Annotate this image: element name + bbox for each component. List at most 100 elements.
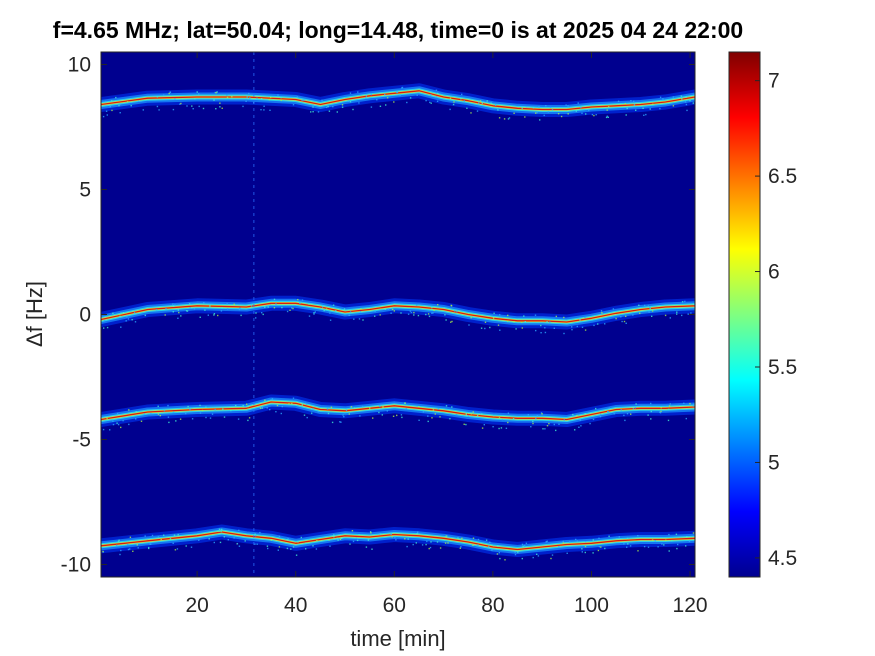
trace-speckle [150, 412, 152, 415]
trace-speckle [199, 316, 201, 318]
trace-speckle [116, 412, 119, 415]
trace-speckle [269, 304, 272, 306]
trace-speckle [270, 96, 272, 99]
trace-speckle [337, 539, 339, 541]
trace-speckle [226, 303, 228, 305]
trace-speckle [439, 547, 442, 549]
trace-speckle [157, 413, 160, 415]
trace-speckle [676, 313, 678, 315]
trace-speckle [433, 309, 435, 312]
trace-speckle [581, 548, 583, 550]
trace-speckle [598, 546, 601, 548]
trace-speckle [158, 109, 160, 111]
trace-speckle [369, 407, 371, 409]
trace-speckle [246, 96, 248, 98]
trace-speckle [155, 309, 158, 311]
trace-speckle [584, 329, 587, 331]
trace-speckle [427, 420, 429, 423]
trace-speckle [659, 96, 662, 98]
trace-speckle [600, 310, 603, 312]
trace-speckle [503, 118, 506, 120]
trace-speckle [625, 315, 627, 317]
trace-speckle [380, 408, 382, 410]
trace-speckle [576, 414, 578, 417]
trace-speckle [168, 421, 170, 424]
trace-speckle [125, 315, 127, 318]
trace-speckle [555, 429, 557, 432]
trace-speckle [350, 406, 353, 408]
trace-speckle [597, 323, 599, 325]
trace-speckle [693, 403, 695, 405]
trace-speckle [400, 312, 402, 314]
trace-speckle [117, 423, 120, 426]
trace-speckle [336, 537, 338, 539]
trace-speckle [444, 542, 447, 544]
trace-speckle [481, 413, 483, 415]
trace-speckle [581, 326, 584, 328]
trace-speckle [692, 532, 695, 534]
trace-speckle [192, 108, 194, 110]
trace-speckle [668, 533, 670, 536]
trace-speckle [333, 534, 335, 536]
trace-speckle [255, 535, 257, 537]
trace-speckle [635, 109, 637, 111]
trace-speckle [177, 317, 179, 319]
trace-speckle [407, 313, 410, 315]
trace-speckle [105, 110, 108, 112]
trace-speckle [607, 116, 609, 118]
trace-speckle [677, 543, 679, 546]
trace-speckle [244, 406, 246, 408]
trace-speckle [661, 543, 663, 545]
trace-speckle [648, 311, 650, 313]
trace-speckle [329, 312, 331, 314]
trace-speckle [415, 542, 417, 544]
trace-speckle [401, 87, 403, 89]
trace-speckle [659, 411, 661, 413]
trace-speckle [148, 546, 150, 549]
trace-speckle [317, 410, 319, 413]
trace-speckle [131, 319, 133, 321]
trace-speckle [629, 545, 632, 547]
trace-speckle [627, 543, 629, 545]
trace-speckle [127, 318, 130, 320]
trace-speckle [624, 419, 626, 422]
trace-speckle [480, 412, 482, 415]
trace-speckle [321, 99, 323, 102]
trace-speckle [359, 415, 361, 417]
trace-speckle [221, 107, 223, 109]
trace-speckle [219, 102, 221, 104]
trace-speckle [601, 312, 603, 314]
trace-speckle [523, 315, 525, 317]
trace-speckle [137, 100, 140, 102]
trace-speckle [221, 307, 223, 309]
trace-speckle [593, 114, 595, 117]
trace-speckle [273, 307, 276, 309]
trace-speckle [591, 113, 594, 116]
trace-speckle [571, 329, 573, 331]
trace-speckle [651, 539, 654, 541]
trace-speckle [292, 307, 294, 310]
trace-speckle [172, 303, 174, 305]
trace-speckle [651, 310, 654, 312]
trace-speckle [223, 536, 225, 538]
trace-speckle [275, 303, 277, 305]
trace-speckle [497, 109, 499, 111]
trace-speckle [306, 416, 308, 419]
trace-speckle [328, 539, 330, 541]
trace-speckle [681, 314, 683, 317]
x-axis-label: time [min] [350, 626, 445, 651]
trace-speckle [126, 316, 128, 318]
trace-speckle [403, 402, 406, 404]
trace-speckle [476, 110, 479, 112]
trace-speckle [207, 314, 209, 316]
trace-speckle [507, 118, 510, 120]
trace-speckle [425, 313, 427, 316]
trace-speckle [280, 97, 282, 99]
trace-speckle [663, 544, 665, 546]
trace-speckle [498, 117, 501, 119]
trace-speckle [493, 312, 495, 314]
trace-speckle [401, 416, 403, 419]
trace-speckle [174, 549, 177, 551]
trace-speckle [657, 546, 659, 548]
trace-speckle [406, 101, 408, 104]
